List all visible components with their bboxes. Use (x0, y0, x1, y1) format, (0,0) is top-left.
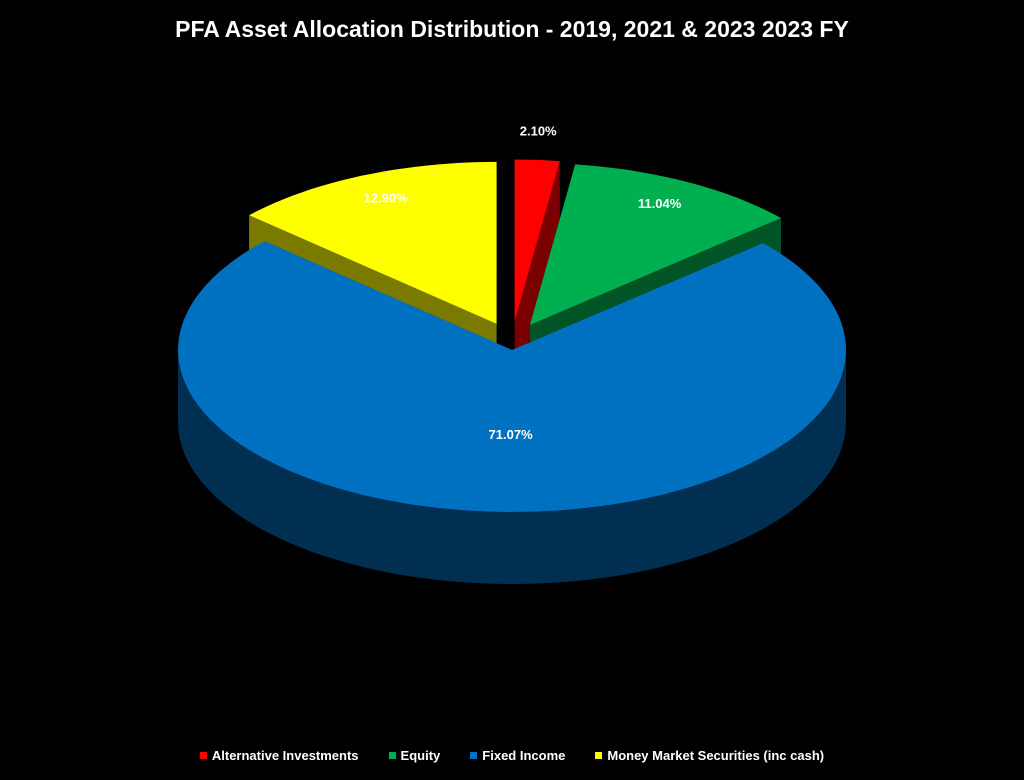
legend-swatch (388, 752, 396, 759)
data-label-alternative-investments: 2.10% (520, 124, 557, 139)
data-label-money-market-securities-inc-cash: 12.90% (364, 191, 409, 206)
data-label-fixed-income: 71.07% (489, 427, 534, 442)
pie-slice-money-market-securities-inc-cash (249, 161, 497, 324)
pie-slice-fixed-income (178, 241, 846, 512)
legend-item-fixed-income: Fixed Income (470, 748, 565, 763)
legend-swatch (595, 752, 603, 759)
legend-label: Equity (400, 748, 441, 763)
legend-swatch (470, 752, 478, 759)
legend-swatch (199, 752, 207, 759)
chart-legend: Alternative Investments Equity Fixed Incom… (0, 748, 1024, 763)
legend-item-alternative-investments: Alternative Investments (199, 748, 359, 763)
legend-item-money-market-securities-inc-cash: Money Market Securities (inc cash) (595, 748, 824, 763)
data-label-equity: 11.04% (638, 196, 682, 211)
pie-slice-side-fixed-income (178, 350, 846, 584)
legend-label: Money Market Securities (inc cash) (607, 748, 825, 763)
pie-slice-alternative-investments (514, 159, 560, 322)
chart-title: PFA Asset Allocation Distribution - 2019… (175, 16, 849, 42)
pie-slice-wall-alternative-investments-end (514, 161, 560, 394)
legend-label: Alternative Investments (211, 748, 359, 763)
pie-slice-equity (530, 164, 781, 325)
legend-item-equity: Equity (388, 748, 441, 763)
legend-label: Fixed Income (482, 748, 566, 763)
